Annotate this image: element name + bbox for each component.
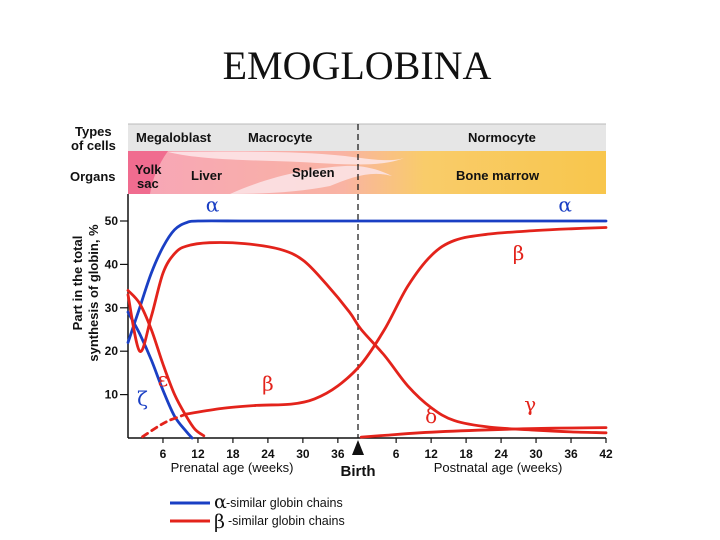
x-tick-label-prenatal: 24 — [261, 447, 275, 461]
y-tick-label: 50 — [105, 214, 119, 228]
x-tick-label-prenatal: 30 — [296, 447, 310, 461]
organs-label: Organs — [70, 169, 116, 184]
cell-type-megaloblast: Megaloblast — [136, 130, 212, 145]
series-label: ζ — [137, 386, 148, 410]
series-line-3 — [126, 241, 608, 435]
series-line-4 — [184, 226, 608, 416]
x-tick-label-postnatal: 42 — [599, 447, 613, 461]
slide-title: EMOGLOBINA — [223, 43, 492, 88]
organ-spleen: Spleen — [292, 165, 335, 180]
series-label: β — [262, 371, 274, 395]
series-line-6 — [359, 426, 608, 439]
y-tick-label: 30 — [105, 301, 119, 315]
liver-spleen-streak — [168, 151, 404, 165]
x-tick-label-prenatal: 36 — [331, 447, 345, 461]
organ-sac: sac — [137, 176, 159, 191]
x-tick-label-prenatal: 12 — [191, 447, 205, 461]
y-axis-label-1: Part in the total — [70, 236, 85, 331]
y-ticks: 10 20 30 40 50 — [105, 214, 128, 402]
y-axis-label-2: synthesis of globin, % — [86, 224, 101, 362]
x-tick-label-postnatal: 24 — [494, 447, 508, 461]
organ-yolk: Yolk — [135, 162, 162, 177]
y-tick-label: 10 — [105, 388, 119, 402]
legend: α -similar globin chains β -similar glob… — [170, 491, 345, 533]
x-tick-label-postnatal: 36 — [564, 447, 578, 461]
x-tick-label-postnatal: 12 — [424, 447, 438, 461]
series-labels: α α ζε γ β β δ — [137, 192, 572, 427]
birth-label: Birth — [341, 463, 376, 480]
yolk-sac-region — [128, 151, 168, 194]
series-label: ε — [158, 367, 168, 391]
x-axis-label-prenatal: Prenatal age (weeks) — [171, 460, 294, 475]
series-line-2 — [126, 289, 206, 438]
x-ticks: 6 12 18 24 30 36 6 12 18 24 30 36 42 — [160, 438, 613, 461]
x-tick-label-postnatal: 18 — [459, 447, 473, 461]
series-line-5 — [141, 412, 188, 439]
x-tick-label-prenatal: 18 — [226, 447, 240, 461]
x-tick-label-prenatal: 6 — [160, 447, 167, 461]
y-axis-label: Part in the total synthesis of globin, % — [70, 224, 101, 362]
header-labels: Types of cells Organs Megaloblast Macroc… — [70, 124, 540, 191]
cell-type-macrocyte: Macrocyte — [248, 130, 312, 145]
series-line-1 — [126, 310, 194, 440]
legend-beta-symbol: β — [214, 511, 225, 533]
series-label: γ — [524, 392, 536, 416]
x-axis-label-postnatal: Postnatal age (weeks) — [434, 460, 563, 475]
y-tick-label: 20 — [105, 344, 119, 358]
organ-bone-marrow: Bone marrow — [456, 168, 540, 183]
spleen-region — [230, 165, 392, 194]
series-label: β — [513, 241, 525, 265]
organ-liver: Liver — [191, 168, 222, 183]
series-group — [126, 219, 608, 440]
cell-type-normocyte: Normocyte — [468, 130, 536, 145]
x-tick-label-postnatal: 6 — [393, 447, 400, 461]
y-tick-label: 40 — [105, 257, 119, 271]
series-label: α — [558, 192, 572, 216]
legend-alpha-symbol: α — [214, 491, 227, 513]
series-label: δ — [425, 404, 437, 428]
series-line-0 — [126, 219, 608, 344]
x-tick-label-postnatal: 30 — [529, 447, 543, 461]
types-of-cells-label-2: of cells — [71, 138, 116, 153]
legend-alpha-text: -similar globin chains — [226, 496, 343, 510]
birth-arrow-icon — [352, 440, 364, 455]
types-of-cells-label-1: Types — [75, 124, 112, 139]
legend-beta-text: -similar globin chains — [228, 514, 345, 528]
cell-types-band — [128, 124, 606, 151]
series-label: α — [206, 192, 220, 216]
